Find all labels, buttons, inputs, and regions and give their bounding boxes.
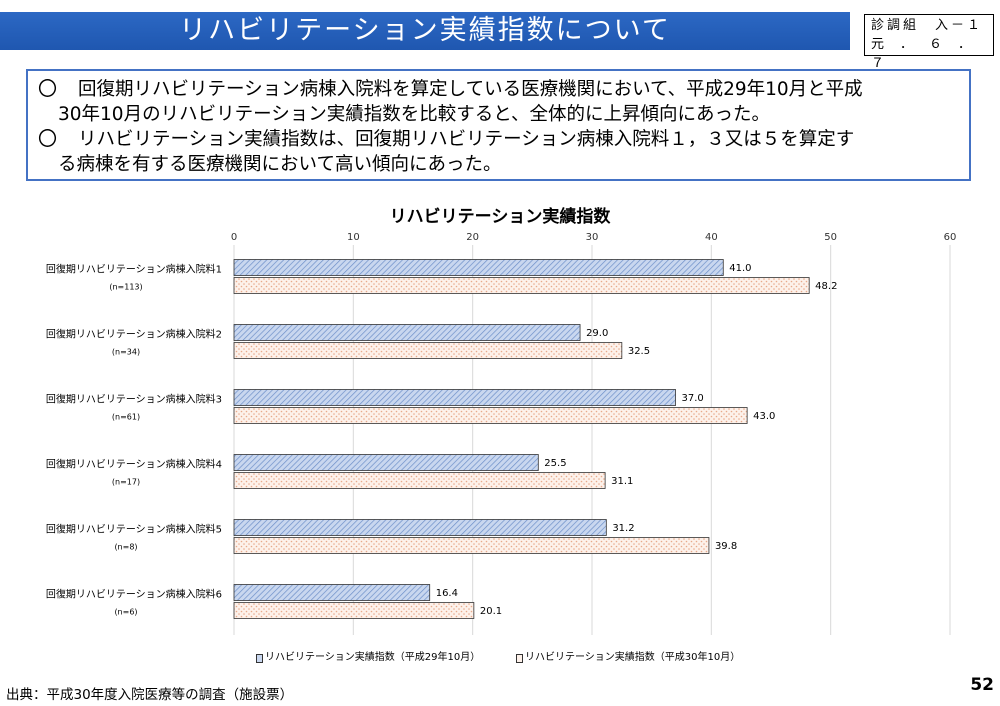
category-label: 回復期リハビリテーション病棟入院料5 [46, 523, 222, 536]
document-code-line1: 診調組 入－１ [871, 18, 984, 33]
x-tick-label: 10 [347, 232, 360, 243]
page-number: 52 [970, 675, 994, 695]
x-tick-label: 60 [944, 232, 957, 243]
page-title: リハビリテーション実績指数について [179, 15, 671, 46]
data-label: 31.2 [612, 523, 634, 534]
category-n-label: (n=6) [114, 608, 137, 617]
data-label: 20.1 [480, 606, 502, 617]
bar-2018 [233, 472, 606, 489]
circle-bullet-icon: 〇 [38, 128, 58, 150]
bar-2018 [233, 342, 623, 359]
document-code-box: 診調組 入－１ 元．６．７ [864, 14, 994, 71]
summary-box: 〇 回復期リハビリテーション病棟入院料を算定している医療機関において、平成29年… [26, 69, 971, 181]
summary-bullet: 〇 回復期リハビリテーション病棟入院料を算定している医療機関において、平成29年… [38, 77, 959, 127]
category-n-label: (n=17) [112, 478, 140, 487]
bar-2017 [233, 454, 539, 471]
summary-bullet-2-line2: る病棟を有する医療機関において高い傾向にあった。 [58, 154, 502, 175]
category-n-label: (n=61) [112, 413, 140, 422]
category-label: 回復期リハビリテーション病棟入院料4 [46, 458, 222, 471]
circle-bullet-icon: 〇 [38, 78, 58, 100]
data-label: 29.0 [586, 328, 608, 339]
summary-bullet-2-line1: リハビリテーション実績指数は、回復期リハビリテーション病棟入院料１，３又は５を算… [78, 129, 855, 150]
legend-label-2018: リハビリテーション実績指数（平成30年10月） [525, 652, 741, 663]
legend-item-2018: リハビリテーション実績指数（平成30年10月） [516, 651, 740, 665]
header-bar [0, 12, 850, 50]
bar-2017 [233, 259, 724, 276]
legend-item-2017: リハビリテーション実績指数（平成29年10月） [256, 651, 480, 665]
category-label: 回復期リハビリテーション病棟入院料3 [46, 393, 222, 406]
category-n-label: (n=8) [114, 543, 137, 552]
category-n-label: (n=34) [112, 348, 140, 357]
data-label: 31.1 [611, 476, 633, 487]
category-label: 回復期リハビリテーション病棟入院料1 [46, 263, 222, 276]
bar-2017 [233, 519, 607, 536]
legend-swatch-dots [516, 653, 523, 663]
data-label: 39.8 [715, 541, 737, 552]
chart-title: リハビリテーション実績指数 [389, 207, 611, 227]
category-label: 回復期リハビリテーション病棟入院料6 [46, 588, 222, 601]
data-label: 37.0 [682, 393, 704, 404]
data-label: 43.0 [753, 411, 775, 422]
bar-2018 [233, 277, 810, 294]
data-label: 32.5 [628, 346, 650, 357]
legend-label-2017: リハビリテーション実績指数（平成29年10月） [265, 652, 481, 663]
x-tick-label: 30 [586, 232, 599, 243]
bar-2018 [233, 407, 748, 424]
summary-bullet-1-line2: 30年10月のリハビリテーション実績指数を比較すると、全体的に上昇傾向にあった。 [58, 104, 770, 125]
source-note: 出典：平成30年度入院医療等の調査（施設票） [6, 687, 294, 703]
data-label: 25.5 [544, 458, 566, 469]
summary-bullet-1-line1: 回復期リハビリテーション病棟入院料を算定している医療機関において、平成29年10… [78, 79, 863, 100]
x-tick-label: 20 [466, 232, 479, 243]
bar-2018 [233, 602, 475, 619]
category-label: 回復期リハビリテーション病棟入院料2 [46, 328, 222, 341]
legend-swatch-hatch [256, 653, 263, 663]
document-code-line2: 元．６．７ [871, 37, 988, 71]
chart-legend: リハビリテーション実績指数（平成29年10月） リハビリテーション実績指数（平成… [236, 651, 776, 667]
category-n-label: (n=113) [109, 283, 142, 292]
data-label: 48.2 [815, 281, 837, 292]
bar-2017 [233, 324, 581, 341]
x-tick-label: 0 [231, 232, 237, 243]
bar-2017 [233, 389, 676, 406]
data-label: 41.0 [729, 263, 751, 274]
bar-2017 [233, 584, 431, 601]
x-tick-label: 50 [824, 232, 837, 243]
data-label: 16.4 [436, 588, 458, 599]
summary-bullet: 〇 リハビリテーション実績指数は、回復期リハビリテーション病棟入院料１，３又は５… [38, 127, 959, 177]
x-tick-label: 40 [705, 232, 718, 243]
bar-2018 [233, 537, 710, 554]
